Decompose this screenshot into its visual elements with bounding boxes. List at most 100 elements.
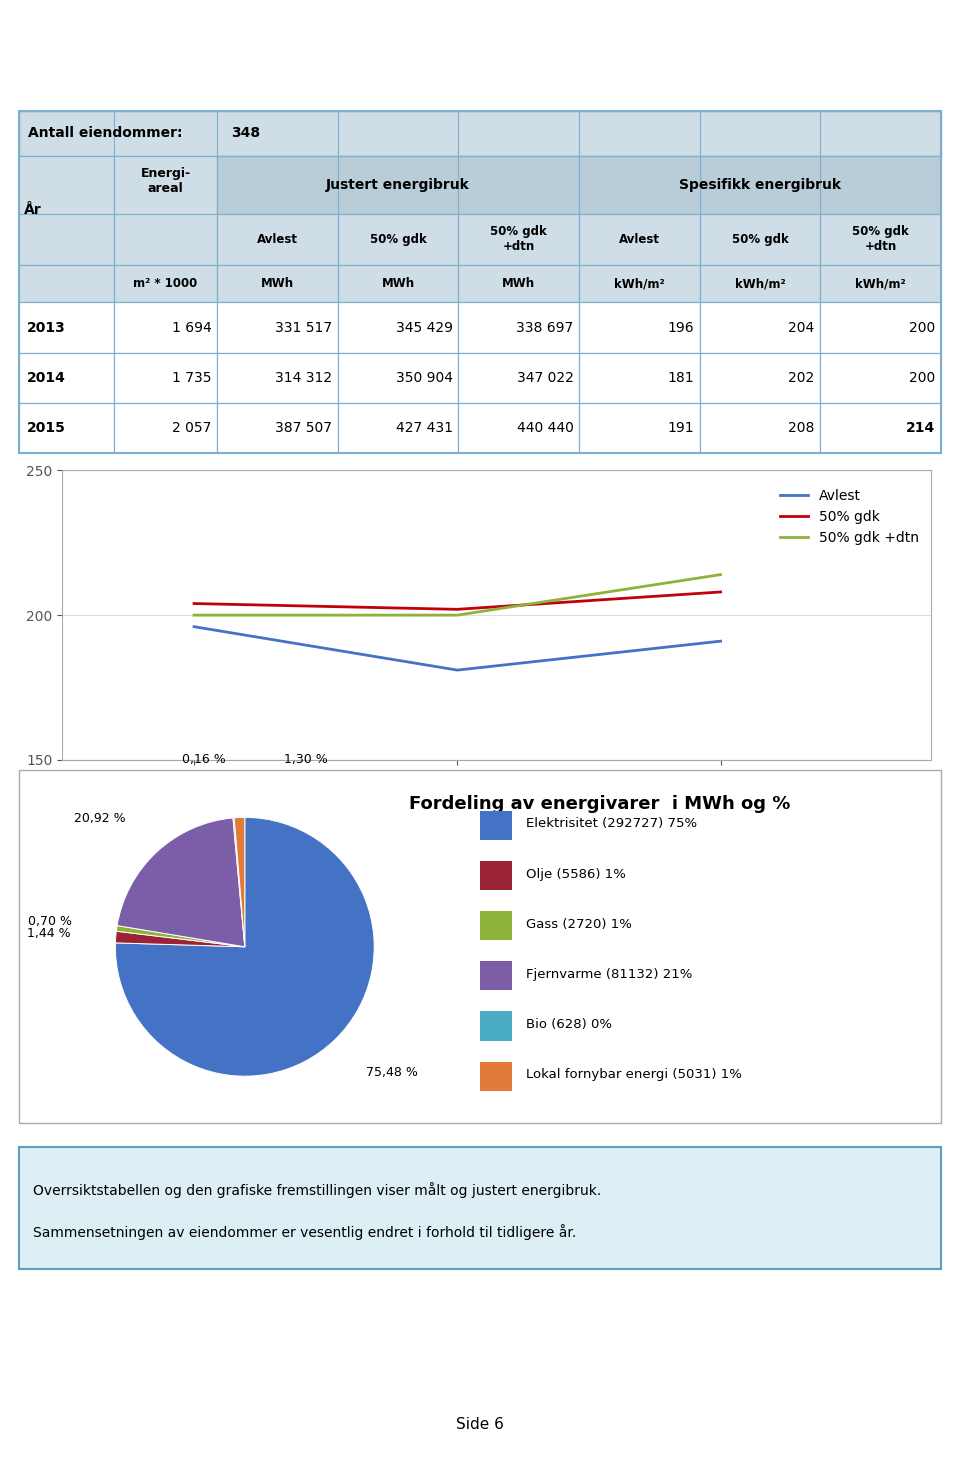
Avlest — [188, 617, 200, 635]
50% gdk +dtn — [715, 565, 727, 583]
Text: MWh: MWh — [502, 278, 536, 291]
Bar — [579, 266, 700, 303]
Text: 387 507: 387 507 — [276, 420, 332, 435]
Bar — [480, 962, 512, 990]
Text: 200: 200 — [909, 321, 935, 334]
Line: Avlest: Avlest — [194, 626, 721, 671]
50% gdk +dtn — [451, 605, 463, 623]
Bar — [338, 303, 459, 353]
Text: 2014: 2014 — [27, 371, 65, 384]
Bar — [700, 402, 820, 453]
Bar — [480, 810, 512, 840]
Text: Avlest: Avlest — [257, 233, 299, 246]
Text: Fordeling av energivarer  i MWh og %: Fordeling av energivarer i MWh og % — [409, 795, 790, 813]
Bar — [114, 156, 217, 266]
Text: kWh/m²: kWh/m² — [855, 278, 906, 291]
Text: 350 904: 350 904 — [396, 371, 453, 384]
Bar — [338, 353, 459, 402]
Text: 196: 196 — [667, 321, 694, 334]
Text: 20,92 %: 20,92 % — [74, 812, 126, 825]
Text: Fjernvarme (81132) 21%: Fjernvarme (81132) 21% — [526, 968, 692, 981]
Bar — [459, 402, 579, 453]
Bar — [480, 911, 512, 941]
Bar — [217, 156, 579, 214]
Text: 214: 214 — [906, 420, 935, 435]
Text: 208: 208 — [788, 420, 815, 435]
Text: 345 429: 345 429 — [396, 321, 453, 334]
Bar — [820, 266, 941, 303]
Bar — [480, 1012, 512, 1040]
Line: 50% gdk +dtn: 50% gdk +dtn — [194, 574, 721, 614]
Text: Justert energibruk: Justert energibruk — [326, 178, 470, 191]
Bar — [579, 214, 700, 266]
50% gdk — [188, 595, 200, 613]
Text: Avlest: Avlest — [619, 233, 660, 246]
Text: Elektrisitet (292727) 75%: Elektrisitet (292727) 75% — [526, 818, 697, 831]
50% gdk — [715, 583, 727, 601]
Bar — [459, 353, 579, 402]
Text: 50% gdk: 50% gdk — [732, 233, 788, 246]
Bar — [338, 266, 459, 303]
Bar — [19, 156, 114, 266]
Text: 181: 181 — [667, 371, 694, 384]
Avlest — [451, 662, 463, 680]
Line: 50% gdk: 50% gdk — [194, 592, 721, 610]
Bar — [19, 111, 941, 156]
Text: 1 735: 1 735 — [172, 371, 212, 384]
Legend: Avlest, 50% gdk, 50% gdk +dtn: Avlest, 50% gdk, 50% gdk +dtn — [775, 484, 924, 551]
Text: 204: 204 — [788, 321, 815, 334]
Bar — [459, 266, 579, 303]
Bar — [19, 266, 114, 303]
Text: 191: 191 — [667, 420, 694, 435]
Wedge shape — [233, 818, 245, 947]
Bar — [217, 214, 338, 266]
Text: Spesifikk energibruk: Spesifikk energibruk — [679, 178, 841, 191]
Bar — [114, 402, 217, 453]
Bar — [19, 303, 114, 353]
Text: 50% gdk
+dtn: 50% gdk +dtn — [491, 226, 547, 254]
50% gdk — [451, 601, 463, 619]
Bar — [114, 353, 217, 402]
Bar — [217, 266, 338, 303]
Text: 1,44 %: 1,44 % — [27, 928, 71, 941]
Wedge shape — [115, 932, 245, 947]
Text: Bio (628) 0%: Bio (628) 0% — [526, 1018, 612, 1031]
Text: 347 022: 347 022 — [516, 371, 573, 384]
Text: 427 431: 427 431 — [396, 420, 453, 435]
Bar — [579, 353, 700, 402]
50% gdk +dtn — [188, 605, 200, 623]
Bar — [700, 266, 820, 303]
Text: 338 697: 338 697 — [516, 321, 573, 334]
Bar — [480, 1061, 512, 1091]
Bar — [579, 402, 700, 453]
Text: Gass (2720) 1%: Gass (2720) 1% — [526, 917, 632, 930]
Text: 50% gdk
+dtn: 50% gdk +dtn — [852, 226, 909, 254]
Text: 202: 202 — [788, 371, 815, 384]
Bar — [820, 303, 941, 353]
Text: 0,70 %: 0,70 % — [28, 916, 72, 929]
Text: 331 517: 331 517 — [276, 321, 332, 334]
Text: 348: 348 — [231, 126, 260, 141]
Bar — [217, 353, 338, 402]
Bar — [19, 353, 114, 402]
Wedge shape — [115, 818, 374, 1076]
Text: Statsbyggs forvaltningseiendommer: Statsbyggs forvaltningseiendommer — [180, 18, 780, 46]
Text: 200: 200 — [909, 371, 935, 384]
Bar — [579, 303, 700, 353]
Bar — [700, 303, 820, 353]
Text: Olje (5586) 1%: Olje (5586) 1% — [526, 868, 626, 880]
Text: MWh: MWh — [261, 278, 294, 291]
Text: MWh: MWh — [382, 278, 415, 291]
Text: 2015: 2015 — [27, 420, 65, 435]
Bar — [700, 353, 820, 402]
Text: 1,30 %: 1,30 % — [283, 752, 327, 766]
Text: kWh/m²: kWh/m² — [734, 278, 785, 291]
Bar — [217, 303, 338, 353]
Bar — [820, 402, 941, 453]
Text: kWh/m²: kWh/m² — [614, 278, 664, 291]
Text: 314 312: 314 312 — [276, 371, 332, 384]
Bar — [338, 402, 459, 453]
Text: 1 694: 1 694 — [172, 321, 212, 334]
Bar — [579, 156, 941, 214]
Wedge shape — [117, 818, 245, 947]
